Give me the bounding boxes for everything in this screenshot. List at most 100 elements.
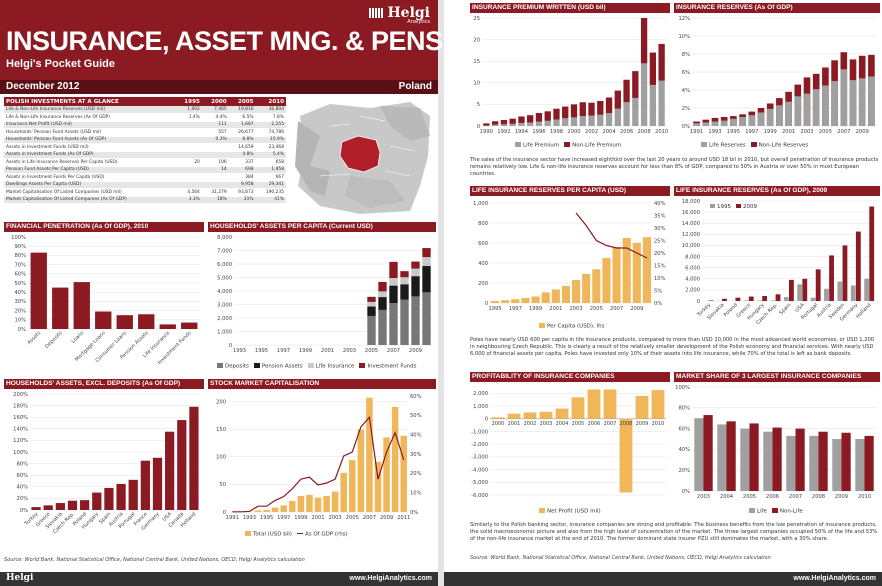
- bar-segment: [389, 261, 398, 279]
- y-tick-label: 600: [478, 241, 488, 247]
- y-tick-label: 8,000: [217, 235, 232, 241]
- glance-cell: [175, 121, 202, 129]
- bar: [349, 460, 356, 512]
- bar: [702, 122, 710, 126]
- y-tick-label: 1,000: [217, 329, 232, 335]
- glance-row-label: Life & Non-Life Insurance Reserves (As O…: [4, 113, 176, 122]
- bar: [772, 427, 782, 491]
- glance-cell: 557: [201, 128, 229, 137]
- glance-row: Assets in Investment Funds Per Capita (U…: [4, 173, 286, 182]
- chart-households-assets-per-capita: 0 1,000 2,000 3,000 4,000 5,000 6,000 7,000 8,00…: [208, 233, 436, 361]
- bar: [720, 120, 728, 126]
- glance-row: Assets in Investment Funds (As Of GDP) 4.…: [4, 151, 286, 159]
- bar: [181, 322, 198, 329]
- glance-row-label: Assets in Investment Funds Per Capita (U…: [4, 173, 176, 182]
- legend-swatch: [245, 531, 251, 536]
- y-tick-label: 50: [219, 482, 226, 488]
- bar-segment: [422, 257, 431, 267]
- bar: [177, 420, 187, 510]
- y-tick-label: 10%: [14, 318, 26, 324]
- bar-segment: [605, 97, 613, 114]
- x-tick-label: 2002: [585, 129, 598, 135]
- y-tick-label: 20%: [678, 468, 690, 474]
- x-tick-label: 1998: [550, 129, 563, 135]
- y-tick-label: 5,000: [217, 275, 232, 281]
- y-tick-label: 140%: [13, 427, 28, 433]
- bar-segment: [632, 71, 639, 98]
- y-tick-label: 150: [216, 427, 226, 433]
- footer-url-right[interactable]: www.HelgiAnalytics.com: [793, 575, 876, 582]
- x-tick-label: 1997: [509, 306, 522, 312]
- bar: [116, 315, 133, 329]
- bar: [152, 457, 163, 510]
- glance-row: Life & Non-Life Insurance Reserves (USD …: [4, 106, 286, 114]
- y-tick-label: 0: [223, 510, 226, 516]
- legend-swatch: [749, 508, 755, 513]
- bar-segment: [378, 309, 387, 345]
- glance-row: Life & Non-Life Insurance Reserves (As O…: [4, 113, 286, 122]
- bar: [391, 407, 399, 512]
- glance-row-label: Pension Fund Assets Per Capita (USD): [4, 166, 176, 174]
- bar-segment: [411, 296, 420, 345]
- y2-tick-label: 50%: [410, 413, 422, 419]
- legend-swatch: [296, 532, 303, 534]
- x-tick-label: 2011: [397, 515, 410, 521]
- legend-swatch: [710, 204, 715, 208]
- bar: [635, 395, 649, 419]
- glance-cell: 29,341: [255, 181, 286, 189]
- glance-row: Assets in Life Insurance Reserves Per Ca…: [4, 158, 286, 167]
- legend-swatch: [564, 142, 571, 147]
- glance-cell: 106: [201, 158, 229, 167]
- x-category-label: USA: [161, 511, 173, 523]
- bar-segment: [597, 114, 604, 126]
- x-tick-label: 2003: [540, 421, 553, 427]
- bar: [30, 252, 47, 329]
- bar: [642, 237, 651, 303]
- bar: [92, 492, 102, 510]
- x-tick-label: 1996: [532, 129, 545, 135]
- bar: [748, 296, 754, 301]
- bar: [809, 435, 819, 491]
- y2-tick-label: 10%: [654, 276, 666, 282]
- bar-segment: [367, 301, 376, 307]
- bar-segment: [422, 266, 431, 293]
- bar: [802, 278, 808, 301]
- glance-cell: [175, 166, 202, 174]
- x-tick-label: 2009: [630, 306, 643, 312]
- bar: [632, 243, 641, 303]
- bar: [842, 245, 848, 301]
- page-gutter: [438, 0, 444, 586]
- x-tick-label: 2009: [636, 421, 649, 427]
- bar: [263, 509, 270, 512]
- y-tick-label: 4,000: [217, 289, 232, 295]
- bar-segment: [389, 303, 398, 345]
- bar-segment: [649, 52, 657, 85]
- legend-swatch: [217, 363, 223, 368]
- x-tick-label: 2004: [602, 129, 616, 135]
- bar: [622, 238, 631, 303]
- bar-segment: [367, 306, 376, 316]
- y-tick-label: 15: [473, 59, 480, 65]
- bar: [829, 255, 834, 301]
- y2-tick-label: 25%: [654, 238, 666, 244]
- glance-year: 2010: [255, 97, 286, 106]
- glance-row-label: Households' Pension Fund Assets (USD mil…: [4, 128, 176, 137]
- glance-cell: 19,816: [228, 106, 256, 114]
- x-tick-label: 1991: [690, 129, 703, 135]
- y2-tick-label: 0%: [410, 510, 418, 516]
- footer-url[interactable]: www.HelgiAnalytics.com: [349, 575, 432, 582]
- bar-segment: [623, 79, 630, 103]
- y-tick-label: 12,000: [682, 232, 700, 238]
- bar: [297, 495, 305, 512]
- y2-tick-label: 20%: [410, 471, 422, 477]
- glance-row-label: Assets in Life Insurance Reserves Per Ca…: [4, 158, 176, 167]
- x-tick-label: 1992: [497, 129, 510, 135]
- bar-segment: [389, 285, 398, 304]
- x-tick-label: 2007: [387, 348, 400, 354]
- bar-segment: [400, 284, 409, 300]
- x-tick-label: 2001: [549, 306, 562, 312]
- legend-swatch: [539, 323, 545, 328]
- y-tick-label: 4%: [682, 88, 690, 94]
- x-tick-label: 2008: [620, 421, 633, 427]
- y-tick-label: 0: [477, 124, 480, 130]
